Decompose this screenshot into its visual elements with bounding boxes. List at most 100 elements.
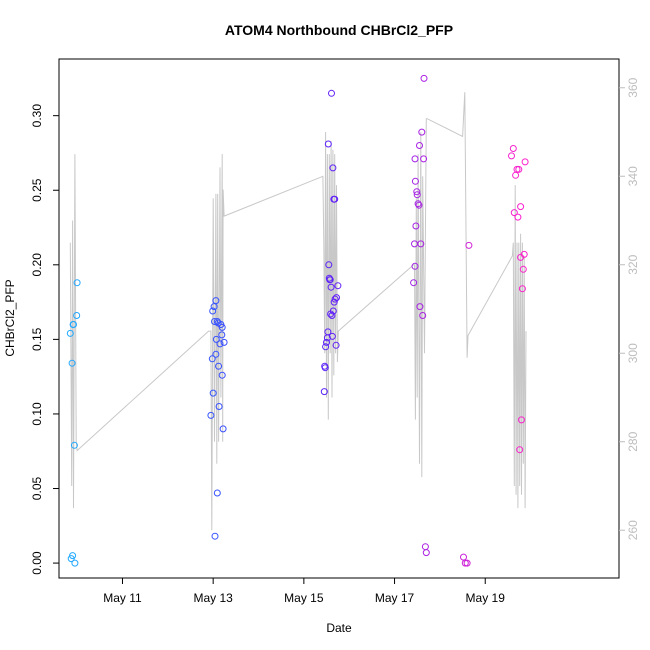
data-point (411, 155, 419, 163)
y-axis-right: 260 280 300 320 340 360 (619, 77, 640, 540)
data-point (518, 285, 526, 293)
data-point (211, 532, 219, 540)
data-point (70, 441, 78, 449)
data-point (208, 355, 216, 363)
data-point (463, 559, 471, 567)
y-tick-label: 0.00 (30, 551, 44, 575)
data-point (328, 312, 336, 319)
data-point (215, 403, 223, 410)
x-axis-label: Date (326, 621, 352, 635)
y-tick-label: 0.25 (30, 178, 44, 202)
data-point (209, 307, 217, 315)
data-point (219, 425, 227, 433)
data-point (321, 362, 329, 370)
data-point (214, 319, 222, 327)
data-point (216, 340, 224, 348)
data-point (220, 338, 228, 346)
data-point (512, 171, 520, 179)
data-point (73, 312, 81, 319)
data-point (413, 191, 421, 199)
data-point (416, 303, 424, 311)
data-point (218, 323, 226, 331)
y-tick-label: 0.10 (30, 402, 44, 426)
x-tick-label: May 17 (375, 591, 415, 605)
data-point (329, 164, 337, 172)
data-point (334, 282, 342, 290)
data-point (215, 362, 223, 370)
chart-title: ATOM4 Northbound CHBrCl2_PFP (225, 22, 453, 38)
data-point (211, 318, 218, 325)
x-tick-label: May 19 (466, 591, 506, 605)
data-point (213, 489, 221, 497)
data-point (514, 213, 522, 221)
x-axis: May 11 May 13 May 15 May 17 May 19 (103, 578, 505, 605)
data-point (326, 276, 334, 284)
data-point (218, 371, 226, 379)
data-point (71, 559, 79, 567)
series-line (69, 92, 527, 531)
y2-tick-label: 320 (626, 254, 640, 274)
data-point (519, 265, 527, 273)
data-point (69, 552, 77, 560)
data-point (328, 89, 335, 97)
data-point (515, 165, 523, 173)
y2-tick-label: 340 (626, 166, 640, 186)
data-point (70, 321, 77, 328)
x-tick-label: May 13 (193, 591, 233, 605)
data-point (218, 331, 226, 339)
data-point (414, 200, 422, 208)
data-point (460, 553, 467, 561)
data-point (212, 335, 220, 343)
data-point (416, 142, 423, 149)
data-point (411, 177, 419, 185)
data-point (520, 250, 528, 258)
data-point (68, 359, 76, 367)
data-point (412, 222, 420, 230)
y2-tick-label: 300 (626, 343, 640, 363)
data-point (413, 188, 421, 196)
data-point (73, 279, 81, 287)
x-tick-label: May 15 (284, 591, 324, 605)
data-point (320, 388, 328, 396)
y2-tick-label: 360 (626, 77, 640, 97)
data-point (419, 312, 427, 319)
data-point (508, 152, 515, 160)
scatter-points (66, 74, 529, 567)
data-point (516, 446, 524, 454)
data-point (324, 140, 332, 148)
data-point (328, 332, 336, 340)
data-point (510, 209, 518, 217)
y-tick-label: 0.30 (30, 104, 44, 128)
data-point (521, 158, 529, 166)
data-point (421, 543, 429, 551)
y-tick-label: 0.15 (30, 327, 44, 351)
data-point (332, 341, 340, 349)
data-point (411, 262, 419, 270)
x-tick-label: May 11 (103, 591, 142, 605)
data-point (212, 350, 220, 358)
y-axis-label: CHBrCl2_PFP (3, 279, 17, 356)
data-point (420, 155, 428, 163)
data-point (329, 307, 337, 315)
data-point (207, 411, 215, 419)
data-point (417, 240, 425, 248)
data-point (420, 74, 428, 82)
y-axis-left: 0.00 0.05 0.10 0.15 0.20 0.25 0.30 (30, 104, 59, 575)
data-point (323, 338, 330, 346)
data-point (465, 241, 473, 249)
data-point (325, 274, 333, 282)
data-point (331, 295, 339, 303)
data-point (209, 389, 217, 397)
data-point (66, 329, 74, 337)
data-point (418, 128, 426, 136)
data-point (410, 279, 418, 287)
data-point (327, 283, 335, 291)
data-point (325, 261, 333, 269)
data-point (333, 294, 340, 302)
data-point (415, 201, 423, 209)
data-point (212, 297, 220, 305)
data-point (331, 195, 339, 203)
data-point (518, 416, 525, 424)
data-point (509, 145, 517, 152)
